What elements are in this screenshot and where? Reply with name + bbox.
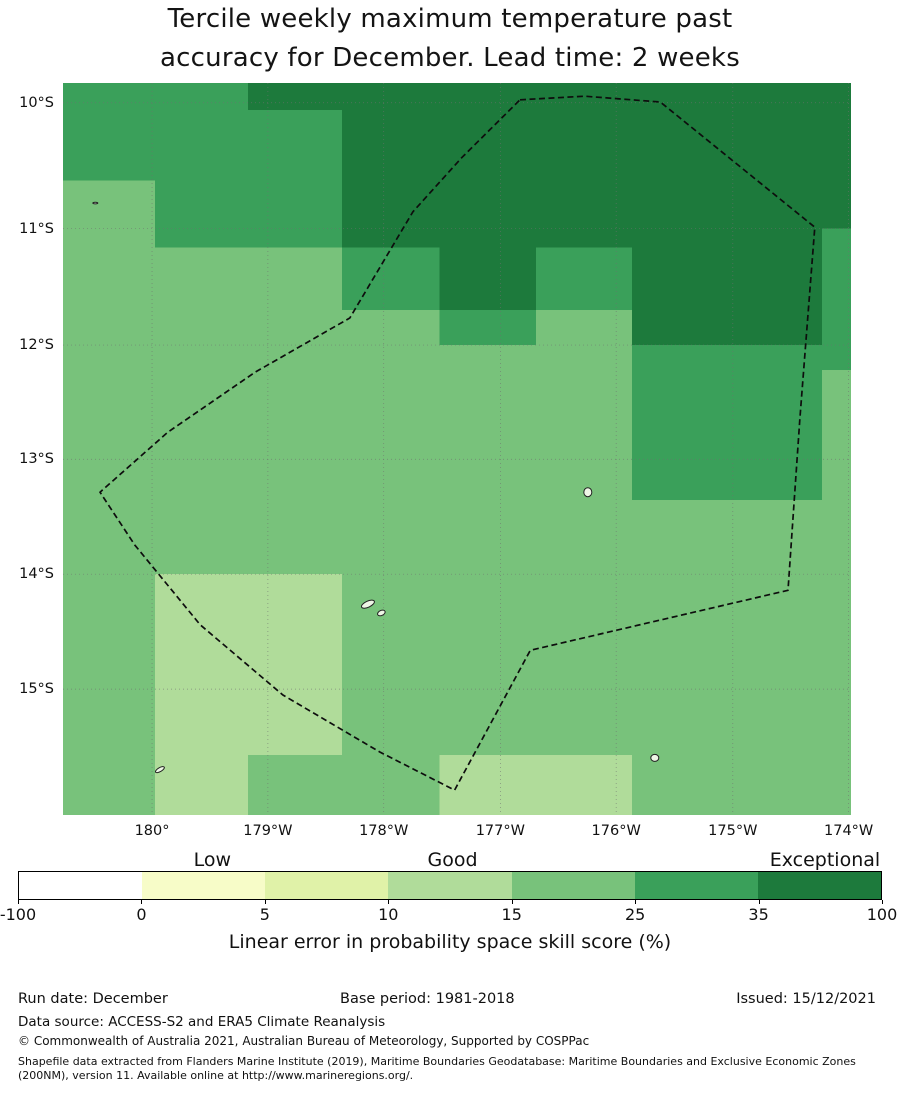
longitude-tick-label: 178°W	[359, 823, 409, 839]
colorbar-segment	[388, 872, 512, 899]
island-outline	[360, 599, 375, 609]
title-line-2: accuracy for December. Lead time: 2 week…	[160, 43, 740, 73]
longitude-tick-label: 175°W	[708, 823, 758, 839]
data-source-note: Data source: ACCESS-S2 and ERA5 Climate …	[18, 1014, 386, 1030]
colorbar-tick-label: 10	[378, 905, 399, 924]
title-line-1: Tercile weekly maximum temperature past	[167, 4, 733, 34]
map-cell	[535, 247, 632, 310]
latitude-tick-label: 15°S	[19, 681, 54, 698]
longitude-tick-label: 180°	[134, 823, 170, 839]
skill-category-label: Good	[427, 849, 478, 871]
map-cell	[341, 110, 851, 181]
latitude-tick-label: 10°S	[19, 94, 54, 111]
map-canvas	[63, 83, 851, 815]
map-cell	[439, 754, 632, 815]
colorbar	[18, 871, 882, 900]
longitude-tick-label: 174°W	[823, 823, 874, 839]
map-cell	[155, 180, 342, 248]
longitude-tick-label: 177°W	[475, 823, 525, 839]
colorbar-tick-mark	[758, 900, 760, 904]
skill-category-label: Exceptional	[769, 849, 881, 871]
colorbar-tick-mark	[388, 900, 390, 904]
map-cell	[155, 754, 249, 815]
map-cell	[631, 369, 822, 501]
map-cell	[439, 247, 536, 310]
page-title: Tercile weekly maximum temperature past …	[0, 0, 900, 78]
island-outline	[583, 487, 593, 498]
latitude-tick-label: 13°S	[19, 451, 54, 468]
shapefile-note: Shapefile data extracted from Flanders M…	[18, 1055, 856, 1082]
colorbar-caption: Linear error in probability space skill …	[228, 931, 672, 953]
map-cell	[439, 309, 536, 346]
map-cell	[63, 369, 632, 501]
run-date: Run date: December	[18, 991, 168, 1007]
map-cell	[341, 180, 851, 248]
map-cell	[535, 309, 632, 346]
colorbar-segment	[634, 872, 758, 899]
map-cell	[631, 247, 851, 310]
colorbar-tick-mark	[882, 900, 883, 904]
skill-category-labels: Low Good Exceptional	[18, 845, 882, 871]
map-cell	[63, 83, 249, 111]
map-cell	[63, 500, 851, 575]
colorbar-tick-label: 35	[748, 905, 769, 924]
map-cell	[248, 83, 851, 111]
colorbar-legend: Low Good Exceptional -100 0 5 10 15 25 35 100	[0, 845, 897, 926]
colorbar-segment	[265, 872, 389, 899]
map-cell	[63, 110, 342, 181]
island-outline	[650, 753, 660, 762]
island-outline	[377, 609, 386, 617]
map-cell	[63, 309, 440, 346]
footer-row: Run date: December Base period: 1981-201…	[18, 991, 882, 1011]
colorbar-tick-mark	[511, 900, 513, 904]
colorbar-tick-label: 100	[866, 905, 898, 924]
colorbar-tick-label: 25	[624, 905, 646, 924]
map-cell	[63, 180, 156, 248]
issued-date: Issued: 15/12/2021	[736, 991, 876, 1007]
colorbar-tick-mark	[264, 900, 266, 904]
map-cell	[63, 345, 632, 370]
map-cell	[63, 754, 156, 815]
eez-boundary	[99, 95, 816, 791]
map-cell	[341, 574, 851, 755]
latitude-tick-label: 14°S	[19, 566, 54, 583]
island-outline	[154, 766, 165, 774]
island-outline	[92, 201, 99, 205]
colorbar-segment	[19, 872, 143, 899]
latitude-tick-label: 12°S	[19, 337, 54, 354]
longitude-tick-label: 179°W	[243, 823, 293, 839]
copyright-note: © Commonwealth of Australia 2021, Austra…	[18, 1034, 590, 1048]
base-period: Base period: 1981-2018	[340, 991, 515, 1007]
latitude-tick-label: 11°S	[19, 220, 54, 237]
colorbar-tick-label: -100	[0, 905, 37, 924]
skill-category-label: Low	[193, 849, 232, 871]
map-cell	[63, 247, 342, 310]
map-cell	[341, 247, 440, 310]
colorbar-tick-mark	[141, 900, 143, 904]
map-cell	[821, 369, 851, 501]
colorbar-tick-label: 0	[136, 905, 147, 924]
colorbar-tick-row: -100 0 5 10 15 25 35 100	[0, 900, 897, 926]
map-plot: 10°S 11°S 12°S 13°S 14°S 15°S 180° 179°W 178°W 17…	[19, 83, 873, 839]
map-cell	[631, 754, 851, 815]
colorbar-segment	[757, 872, 881, 899]
longitude-tick-label: 176°W	[591, 823, 641, 839]
map-cell	[248, 754, 440, 815]
map-cell	[821, 228, 851, 370]
colorbar-tick-mark	[18, 900, 19, 904]
map-cell	[155, 574, 342, 755]
map-cell	[631, 345, 851, 370]
colorbar-tick-label: 5	[259, 905, 270, 924]
colorbar-tick-label: 15	[501, 905, 522, 924]
colorbar-segment	[142, 872, 266, 899]
map-cell	[63, 574, 156, 755]
colorbar-segment	[511, 872, 635, 899]
map-cell	[631, 309, 851, 346]
colorbar-tick-mark	[635, 900, 637, 904]
